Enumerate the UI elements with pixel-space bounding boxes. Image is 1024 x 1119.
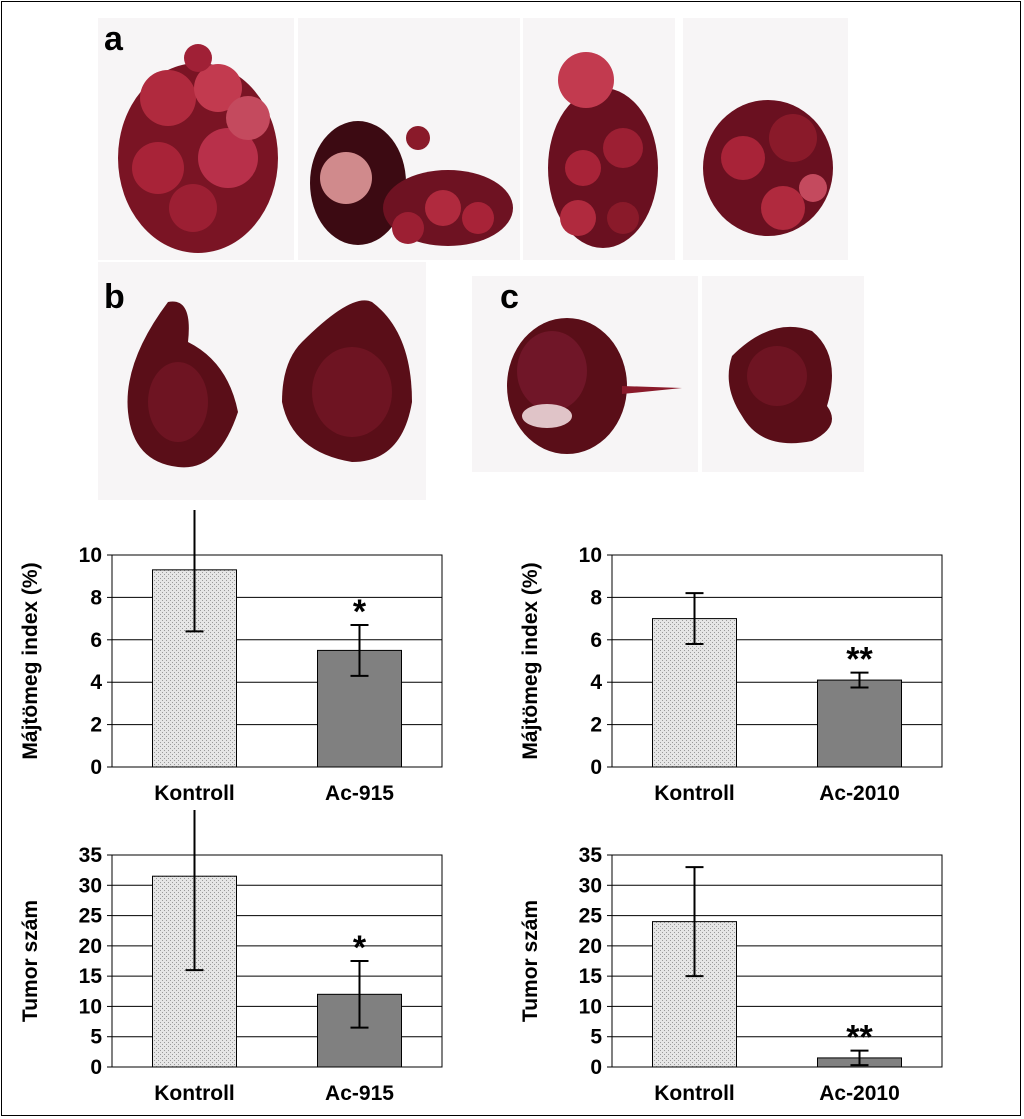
liver-tumor-image xyxy=(703,100,833,236)
y-tick-label: 5 xyxy=(90,1026,102,1049)
y-tick-label: 2 xyxy=(590,714,602,737)
photo-c-1 xyxy=(472,276,698,472)
tumor-count-chart-ac915: 0 5 10 15 20 25 30 35 Tumor szám Kontroll * Ac-915 xyxy=(19,810,443,1105)
photo-a-2 xyxy=(298,18,520,260)
liver-index-chart-ac2010: 0 2 4 6 8 10 Májtömeg index (%) Kontroll ** Ac-20… xyxy=(519,544,943,805)
plot-area xyxy=(111,554,443,768)
y-tick-label: 0 xyxy=(90,1056,102,1079)
significance-marker: * xyxy=(353,929,367,967)
x-category-label: Kontroll xyxy=(154,1082,234,1105)
y-tick-label: 25 xyxy=(79,905,103,928)
y-tick-label: 10 xyxy=(579,995,602,1018)
panel-label-a: a xyxy=(104,20,123,58)
liver-tumor-image xyxy=(310,121,513,246)
liver-image xyxy=(127,301,238,468)
y-tick-label: 30 xyxy=(579,874,602,897)
liver-tumor-image xyxy=(118,44,278,253)
y-tick-label: 20 xyxy=(79,935,102,958)
y-tick-label: 0 xyxy=(590,756,602,779)
photo-a-4 xyxy=(683,18,848,260)
plot-area xyxy=(611,554,943,768)
bar-treated xyxy=(817,679,902,768)
y-tick-label: 8 xyxy=(90,586,102,609)
significance-marker: * xyxy=(353,593,367,631)
y-tick-label: 35 xyxy=(79,844,103,867)
liver-image xyxy=(728,326,832,444)
y-tick-label: 30 xyxy=(79,874,102,897)
x-category-label: Kontroll xyxy=(154,782,234,805)
x-category-label: Ac-915 xyxy=(325,1082,394,1105)
photo-b-2 xyxy=(262,262,426,500)
y-tick-label: 5 xyxy=(590,1026,602,1049)
y-axis-label: Májtömeg index (%) xyxy=(519,562,542,759)
y-tick-label: 4 xyxy=(590,671,602,694)
y-tick-label: 10 xyxy=(79,995,102,1018)
significance-marker: ** xyxy=(846,641,873,679)
photo-a-1 xyxy=(98,18,294,260)
tumor-count-chart-ac2010: 0 5 10 15 20 25 30 35 Tumor szám Kontroll ** Ac-201… xyxy=(519,844,943,1105)
y-tick-label: 0 xyxy=(590,1056,602,1079)
y-tick-label: 4 xyxy=(90,671,102,694)
y-tick-label: 8 xyxy=(590,586,602,609)
y-tick-label: 20 xyxy=(579,935,602,958)
liver-tumor-image xyxy=(548,52,658,248)
y-tick-label: 2 xyxy=(90,714,102,737)
photo-b-1 xyxy=(98,262,262,500)
x-category-label: Kontroll xyxy=(654,782,734,805)
plot-area xyxy=(111,854,443,1068)
y-tick-label: 10 xyxy=(79,544,102,567)
y-tick-label: 15 xyxy=(579,965,603,988)
liver-index-chart-ac915: 0 2 4 6 8 10 Májtömeg index (%) Kontroll * Ac-915 xyxy=(19,510,443,805)
y-axis-label: Májtömeg index (%) xyxy=(19,562,42,759)
y-tick-label: 15 xyxy=(79,965,103,988)
y-axis-label: Tumor szám xyxy=(19,900,42,1022)
y-tick-label: 6 xyxy=(590,629,602,652)
x-category-label: Kontroll xyxy=(654,1082,734,1105)
significance-marker: ** xyxy=(846,1019,873,1057)
y-tick-label: 35 xyxy=(579,844,603,867)
liver-image xyxy=(282,300,412,462)
panel-label-c: c xyxy=(500,278,519,316)
y-tick-label: 0 xyxy=(90,756,102,779)
panel-label-b: b xyxy=(104,278,125,316)
photo-c-2 xyxy=(702,276,864,472)
y-tick-label: 6 xyxy=(90,629,102,652)
y-axis-label: Tumor szám xyxy=(519,900,542,1022)
plot-area xyxy=(611,854,943,1068)
photo-a-3 xyxy=(523,18,675,260)
x-category-label: Ac-2010 xyxy=(819,782,900,805)
x-category-label: Ac-915 xyxy=(325,782,394,805)
y-tick-label: 10 xyxy=(579,544,602,567)
y-tick-label: 25 xyxy=(579,905,603,928)
x-category-label: Ac-2010 xyxy=(819,1082,900,1105)
liver-image xyxy=(507,318,682,454)
